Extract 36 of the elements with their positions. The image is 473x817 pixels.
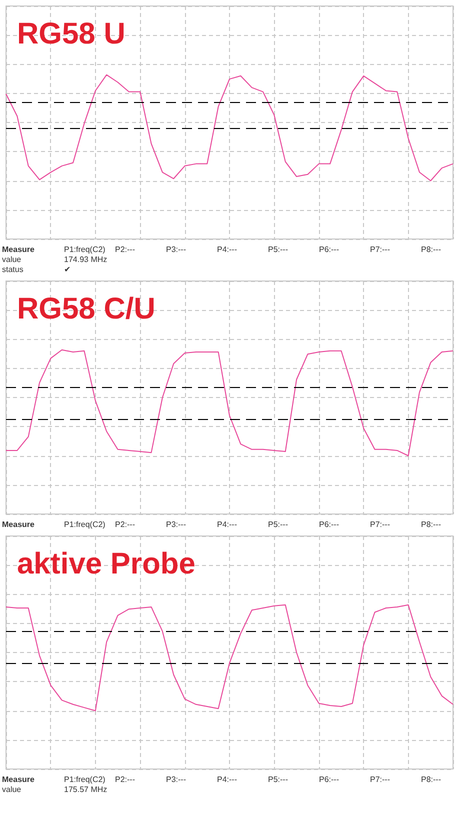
text: P5:--- bbox=[268, 245, 289, 255]
text: Measure bbox=[2, 775, 36, 785]
text: P7:--- bbox=[370, 520, 391, 530]
text: Measure bbox=[2, 520, 36, 530]
text: 175.57 MHz bbox=[64, 785, 108, 795]
text: Measure bbox=[2, 245, 36, 255]
chart-title: RG58 U bbox=[17, 18, 126, 50]
text: P4:--- bbox=[217, 245, 238, 255]
text: P3:--- bbox=[166, 775, 187, 785]
text: ✔ bbox=[64, 265, 72, 275]
text: value bbox=[2, 255, 22, 265]
text: P7:--- bbox=[370, 775, 391, 785]
text: P6:--- bbox=[319, 775, 340, 785]
text: P1:freq(C2) bbox=[64, 775, 106, 785]
text: P7:--- bbox=[370, 245, 391, 255]
text: P6:--- bbox=[319, 245, 340, 255]
text: P1:freq(C2) bbox=[64, 245, 106, 255]
text: P1:freq(C2) bbox=[64, 520, 106, 530]
text: P2:--- bbox=[115, 520, 136, 530]
text: P2:--- bbox=[115, 775, 136, 785]
text: P3:--- bbox=[166, 520, 187, 530]
chart-title: RG58 C/U bbox=[17, 292, 156, 326]
text: value bbox=[2, 785, 22, 795]
chart-title: aktive Probe bbox=[17, 548, 196, 580]
text: P3:--- bbox=[166, 245, 187, 255]
text: P8:--- bbox=[421, 775, 442, 785]
text: P8:--- bbox=[421, 520, 442, 530]
text: P8:--- bbox=[421, 245, 442, 255]
text: P5:--- bbox=[268, 775, 289, 785]
text: P2:--- bbox=[115, 245, 136, 255]
text: 174.93 MHz bbox=[64, 255, 108, 265]
text: P4:--- bbox=[217, 775, 238, 785]
text: status bbox=[2, 265, 24, 275]
text: P6:--- bbox=[319, 520, 340, 530]
text: P5:--- bbox=[268, 520, 289, 530]
text: P4:--- bbox=[217, 520, 238, 530]
